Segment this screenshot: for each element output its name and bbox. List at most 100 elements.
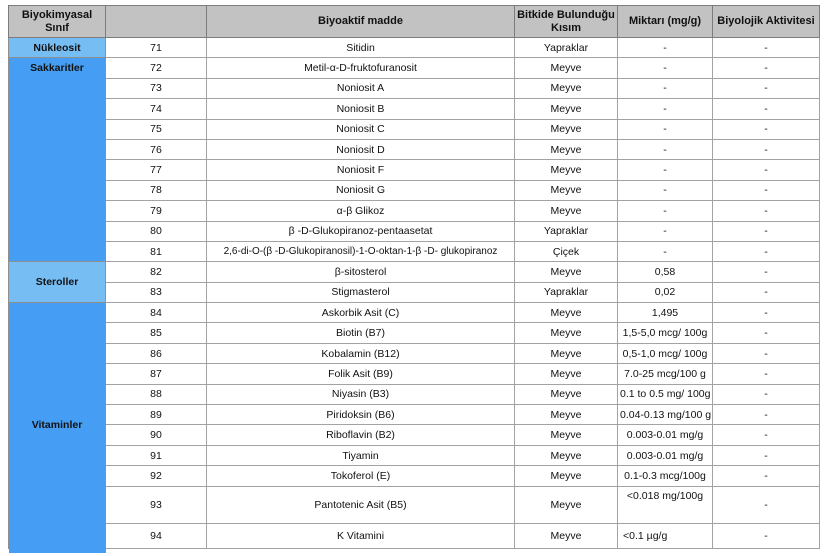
amount-cell: 0,5-1,0 mcg/ 100g: [617, 342, 713, 365]
row-number-cell: 91: [105, 444, 207, 467]
activity-cell: -: [712, 485, 820, 524]
table-row: 78 Noniosit G Meyve - -: [9, 179, 820, 202]
row-number-cell: 92: [105, 465, 207, 487]
bioactive-compounds-table: Biyokimyasal Sınıf Biyoaktif madde Bitki…: [8, 5, 820, 549]
table-row: 79 α-β Glikoz Meyve - -: [9, 200, 820, 222]
substance-cell: Tokoferol (E): [206, 465, 515, 487]
substance-cell: Noniosit F: [206, 159, 515, 181]
activity-cell: -: [712, 220, 820, 242]
header-amount: Miktarı (mg/g): [617, 5, 713, 38]
amount-cell: 1,495: [617, 302, 713, 324]
row-number-cell: 82: [105, 261, 207, 283]
header-biochemical-class: Biyokimyasal Sınıf: [8, 5, 106, 38]
header-row: Biyokimyasal Sınıf Biyoaktif madde Bitki…: [8, 5, 820, 38]
table-row: 93 Pantotenic Asit (B5) Meyve <0.018 mg/…: [9, 485, 820, 524]
plant-part-cell: Meyve: [514, 522, 618, 549]
plant-part-cell: Meyve: [514, 98, 618, 120]
substance-cell: β -D-Glukopiranoz-pentaasetat: [206, 220, 515, 242]
activity-cell: -: [712, 424, 820, 446]
table-row: 85 Biotin (B7) Meyve 1,5-5,0 mcg/ 100g -: [9, 322, 820, 344]
amount-cell: 0.04-0.13 mg/100 g: [617, 404, 713, 426]
row-number-cell: 72: [105, 57, 207, 79]
plant-part-cell: Meyve: [514, 444, 618, 467]
substance-cell: Tiyamin: [206, 444, 515, 467]
header-plant-part: Bitkide Bulunduğu Kısım: [514, 5, 618, 38]
table-row: 81 2,6-di-O-(β -D-Glukopiranosil)-1-O-ok…: [9, 240, 820, 263]
amount-cell: -: [617, 77, 713, 100]
plant-part-cell: Meyve: [514, 159, 618, 181]
table-row: 90 Riboflavin (B2) Meyve 0.003-0.01 mg/g…: [9, 424, 820, 446]
table-row: Sakkaritler 72 Metil-α-D-fruktofuranosit …: [8, 57, 820, 263]
amount-cell: -: [617, 200, 713, 222]
amount-cell: -: [617, 179, 713, 202]
amount-cell: 0.1-0.3 mcg/100g: [617, 465, 713, 487]
activity-cell: -: [712, 342, 820, 365]
table-row: 76 Noniosit D Meyve - -: [9, 138, 820, 161]
amount-cell: 7.0-25 mcg/100 g: [617, 363, 713, 385]
row-number-cell: 74: [105, 98, 207, 120]
activity-cell: -: [712, 159, 820, 181]
table-row: Steroller 82 β-sitosterol Meyve 0,58 -: [8, 261, 820, 304]
table-row: Vitaminler 84 Askorbik Asit (C) Meyve 1,4…: [8, 302, 820, 549]
activity-cell: -: [712, 118, 820, 140]
plant-part-cell: Meyve: [514, 404, 618, 426]
amount-cell: 0,58: [617, 261, 713, 283]
vitaminler-column-continuation: [9, 548, 106, 553]
row-number-cell: 77: [105, 159, 207, 181]
substance-cell: Piridoksin (B6): [206, 404, 515, 426]
row-number-cell: 94: [105, 522, 207, 549]
plant-part-cell: Meyve: [514, 179, 618, 202]
activity-cell: -: [712, 465, 820, 487]
plant-part-cell: Meyve: [514, 77, 618, 100]
substance-cell: Riboflavin (B2): [206, 424, 515, 446]
substance-cell: Niyasin (B3): [206, 383, 515, 406]
table-row: 89 Piridoksin (B6) Meyve 0.04-0.13 mg/10…: [9, 404, 820, 426]
amount-cell: <0.1 µg/g: [617, 522, 713, 549]
activity-cell: -: [712, 404, 820, 426]
table-row: 92 Tokoferol (E) Meyve 0.1-0.3 mcg/100g …: [9, 465, 820, 487]
table-row: 86 Kobalamin (B12) Meyve 0,5-1,0 mcg/ 10…: [9, 342, 820, 365]
row-number-cell: 85: [105, 322, 207, 344]
activity-cell: -: [712, 444, 820, 467]
row-number-cell: 88: [105, 383, 207, 406]
plant-part-cell: Meyve: [514, 302, 618, 324]
substance-cell: α-β Glikoz: [206, 200, 515, 222]
table-row: 83 Stigmasterol Yapraklar 0,02 -: [9, 281, 820, 304]
plant-part-cell: Meyve: [514, 465, 618, 487]
plant-part-cell: Yapraklar: [514, 281, 618, 304]
amount-cell: 0.003-0.01 mg/g: [617, 424, 713, 446]
substance-cell: Sitidin: [206, 36, 515, 59]
plant-part-cell: Yapraklar: [514, 220, 618, 242]
row-number-cell: 71: [105, 36, 207, 59]
amount-cell: -: [617, 57, 713, 79]
substance-cell: Biotin (B7): [206, 322, 515, 344]
table-header: Biyokimyasal Sınıf Biyoaktif madde Bitki…: [8, 5, 820, 38]
activity-cell: -: [712, 200, 820, 222]
substance-cell: Askorbik Asit (C): [206, 302, 515, 324]
amount-cell: 0,02: [617, 281, 713, 304]
amount-cell: 1,5-5,0 mcg/ 100g: [617, 322, 713, 344]
activity-cell: -: [712, 281, 820, 304]
table-row: 88 Niyasin (B3) Meyve 0.1 to 0.5 mg/ 100…: [9, 383, 820, 406]
plant-part-cell: Meyve: [514, 363, 618, 385]
amount-cell: -: [617, 159, 713, 181]
activity-cell: -: [712, 363, 820, 385]
activity-cell: -: [712, 322, 820, 344]
header-row-number: [105, 5, 207, 38]
substance-cell: Stigmasterol: [206, 281, 515, 304]
activity-cell: -: [712, 179, 820, 202]
row-number-cell: 80: [105, 220, 207, 242]
row-number-cell: 81: [105, 240, 207, 263]
row-number-cell: 78: [105, 179, 207, 202]
plant-part-cell: Meyve: [514, 383, 618, 406]
plant-part-cell: Meyve: [514, 322, 618, 344]
table-row: Nükleosit 71 Sitidin Yapraklar - -: [8, 36, 820, 59]
class-cell: Vitaminler: [8, 302, 106, 549]
substance-cell: Noniosit A: [206, 77, 515, 100]
plant-part-cell: Meyve: [514, 138, 618, 161]
amount-cell: -: [617, 118, 713, 140]
amount-cell: -: [617, 220, 713, 242]
table-row: 80 β -D-Glukopiranoz-pentaasetat Yaprakl…: [9, 220, 820, 242]
row-number-cell: 79: [105, 200, 207, 222]
